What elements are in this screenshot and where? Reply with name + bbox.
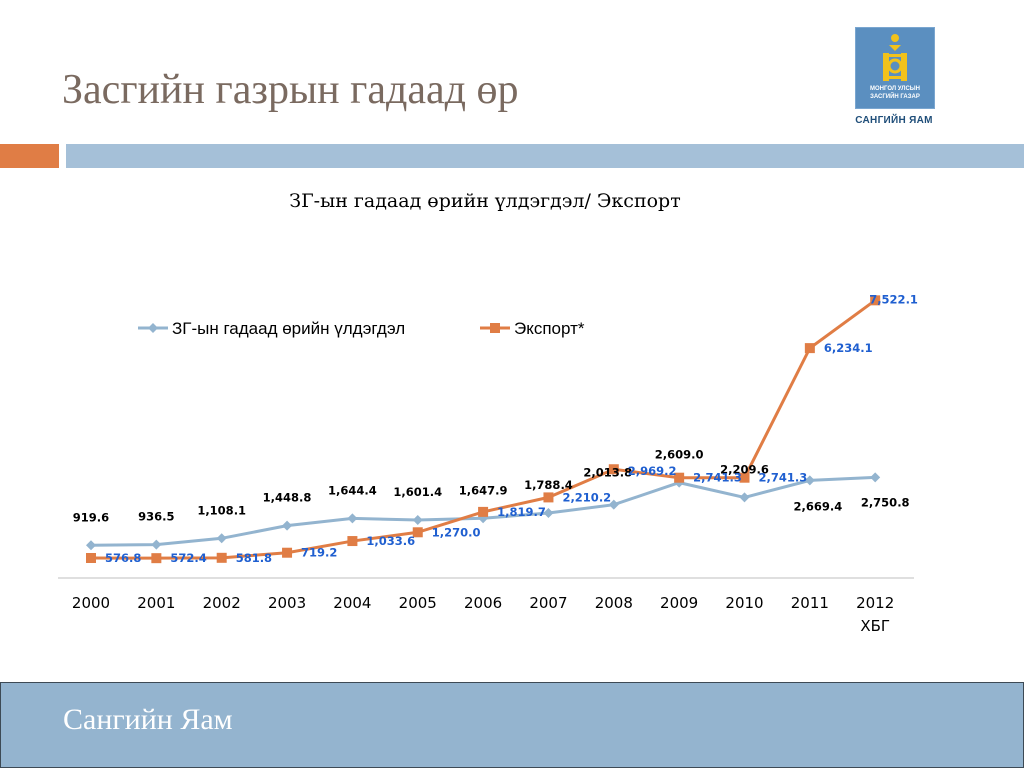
debt-point-12 [870, 472, 881, 483]
export-point-2 [216, 552, 227, 563]
debt-point-4 [347, 513, 358, 524]
debt-data-label-5: 1,601.4 [393, 485, 442, 499]
debt-data-label-10: 2,209.6 [720, 462, 769, 476]
debt-data-label-9: 2,609.0 [655, 448, 704, 462]
debt-data-label-12: 2,750.8 [861, 495, 910, 509]
line-chart: 2000 2001 2002 2003 2004 2005 2006 2007 2008 2009… [58, 292, 918, 635]
debt-point-1 [151, 539, 162, 550]
debt-point-7 [543, 508, 554, 519]
debt-point-8 [608, 499, 619, 510]
footer-text: Сангийн Яам [63, 703, 233, 736]
x-tick-label-12: 2012 ХБГ [856, 594, 894, 635]
soyombo-emblem-icon [883, 34, 907, 81]
export-point-7 [543, 492, 554, 503]
export-data-label-5: 1,270.0 [432, 525, 481, 539]
export-data-label-8: 2,969.2 [628, 464, 677, 478]
debt-data-label-7: 1,788.4 [524, 478, 573, 492]
government-emblem-logo: МОНГОЛ УЛСЫН ЗАСГИЙН ГАЗАР [855, 27, 935, 109]
debt-data-label-1: 936.5 [138, 510, 174, 524]
debt-data-label-4: 1,644.4 [328, 483, 377, 497]
export-data-label-12: 7,522.1 [869, 292, 918, 306]
export-data-label-4: 1,033.6 [366, 534, 415, 548]
logo-text-line1: МОНГОЛ УЛСЫН [870, 86, 920, 92]
debt-data-label-6: 1,647.9 [459, 483, 508, 497]
debt-point-5 [412, 514, 423, 525]
export-point-12 [870, 295, 881, 306]
x-tick-label-7: 2007 [529, 594, 567, 612]
export-point-5 [412, 527, 423, 538]
x-tick-label-8: 2008 [595, 594, 633, 612]
x-tick-label-9: 2009 [660, 594, 698, 612]
accent-bar-blue [66, 144, 1024, 168]
legend-marker-debt [148, 323, 158, 333]
debt-data-label-2: 1,108.1 [197, 503, 246, 517]
debt-data-label-3: 1,448.8 [263, 491, 312, 505]
export-point-11 [804, 343, 815, 354]
export-point-4 [347, 536, 358, 547]
debt-point-0 [86, 540, 96, 551]
x-tick-label-5: 2005 [399, 594, 437, 612]
debt-point-10 [739, 492, 750, 503]
slide-title: Засгийн газрын гадаад өр [62, 67, 519, 113]
legend-marker-export [490, 323, 500, 333]
export-data-label-7: 2,210.2 [562, 490, 611, 504]
x-tick-label-3: 2003 [268, 594, 306, 612]
legend-label-debt: ЗГ-ын гадаад өрийн үлдэгдэл [172, 319, 405, 338]
export-point-0 [86, 553, 96, 563]
chart-title: ЗГ-ын гадаад өрийн үлдэгдэл/ Экспорт [289, 190, 681, 212]
debt-data-label-11: 2,669.4 [793, 499, 842, 513]
debt-data-label-8: 2,013.8 [583, 466, 632, 480]
debt-point-11 [804, 475, 815, 486]
debt-point-2 [216, 533, 227, 544]
export-point-1 [151, 553, 162, 564]
export-data-label-0: 576.8 [105, 551, 141, 565]
x-tick-label-6: 2006 [464, 594, 502, 612]
export-data-label-9: 2,741.3 [693, 471, 742, 485]
debt-data-label-0: 919.6 [73, 510, 109, 524]
export-data-label-11: 6,234.1 [824, 341, 873, 355]
logo-text-line2: ЗАСГИЙН ГАЗАР [870, 94, 920, 100]
x-tick-label-0: 2000 [72, 594, 110, 612]
export-data-label-3: 719.2 [301, 546, 337, 560]
export-data-label-10: 2,741.3 [759, 471, 808, 485]
export-point-6 [478, 506, 489, 517]
logo-caption: САНГИЙН ЯАМ [855, 115, 933, 126]
x-tick-label-2: 2002 [203, 594, 241, 612]
export-point-3 [282, 547, 293, 558]
x-tick-label-10: 2010 [725, 594, 763, 612]
x-tick-label-4: 2004 [333, 594, 371, 612]
accent-bar-orange [0, 144, 59, 168]
export-point-8 [608, 464, 619, 475]
export-data-label-2: 581.8 [236, 551, 272, 565]
legend-label-export: Экспорт* [514, 319, 585, 338]
export-point-10 [739, 472, 750, 483]
debt-point-3 [282, 520, 293, 531]
export-data-label-6: 1,819.7 [497, 505, 546, 519]
x-tick-label-11: 2011 [791, 594, 829, 612]
footer-bar: Сангийн Яам [0, 682, 1024, 768]
export-point-9 [674, 472, 685, 483]
export-data-label-1: 572.4 [170, 551, 206, 565]
x-tick-label-1: 2001 [137, 594, 175, 612]
